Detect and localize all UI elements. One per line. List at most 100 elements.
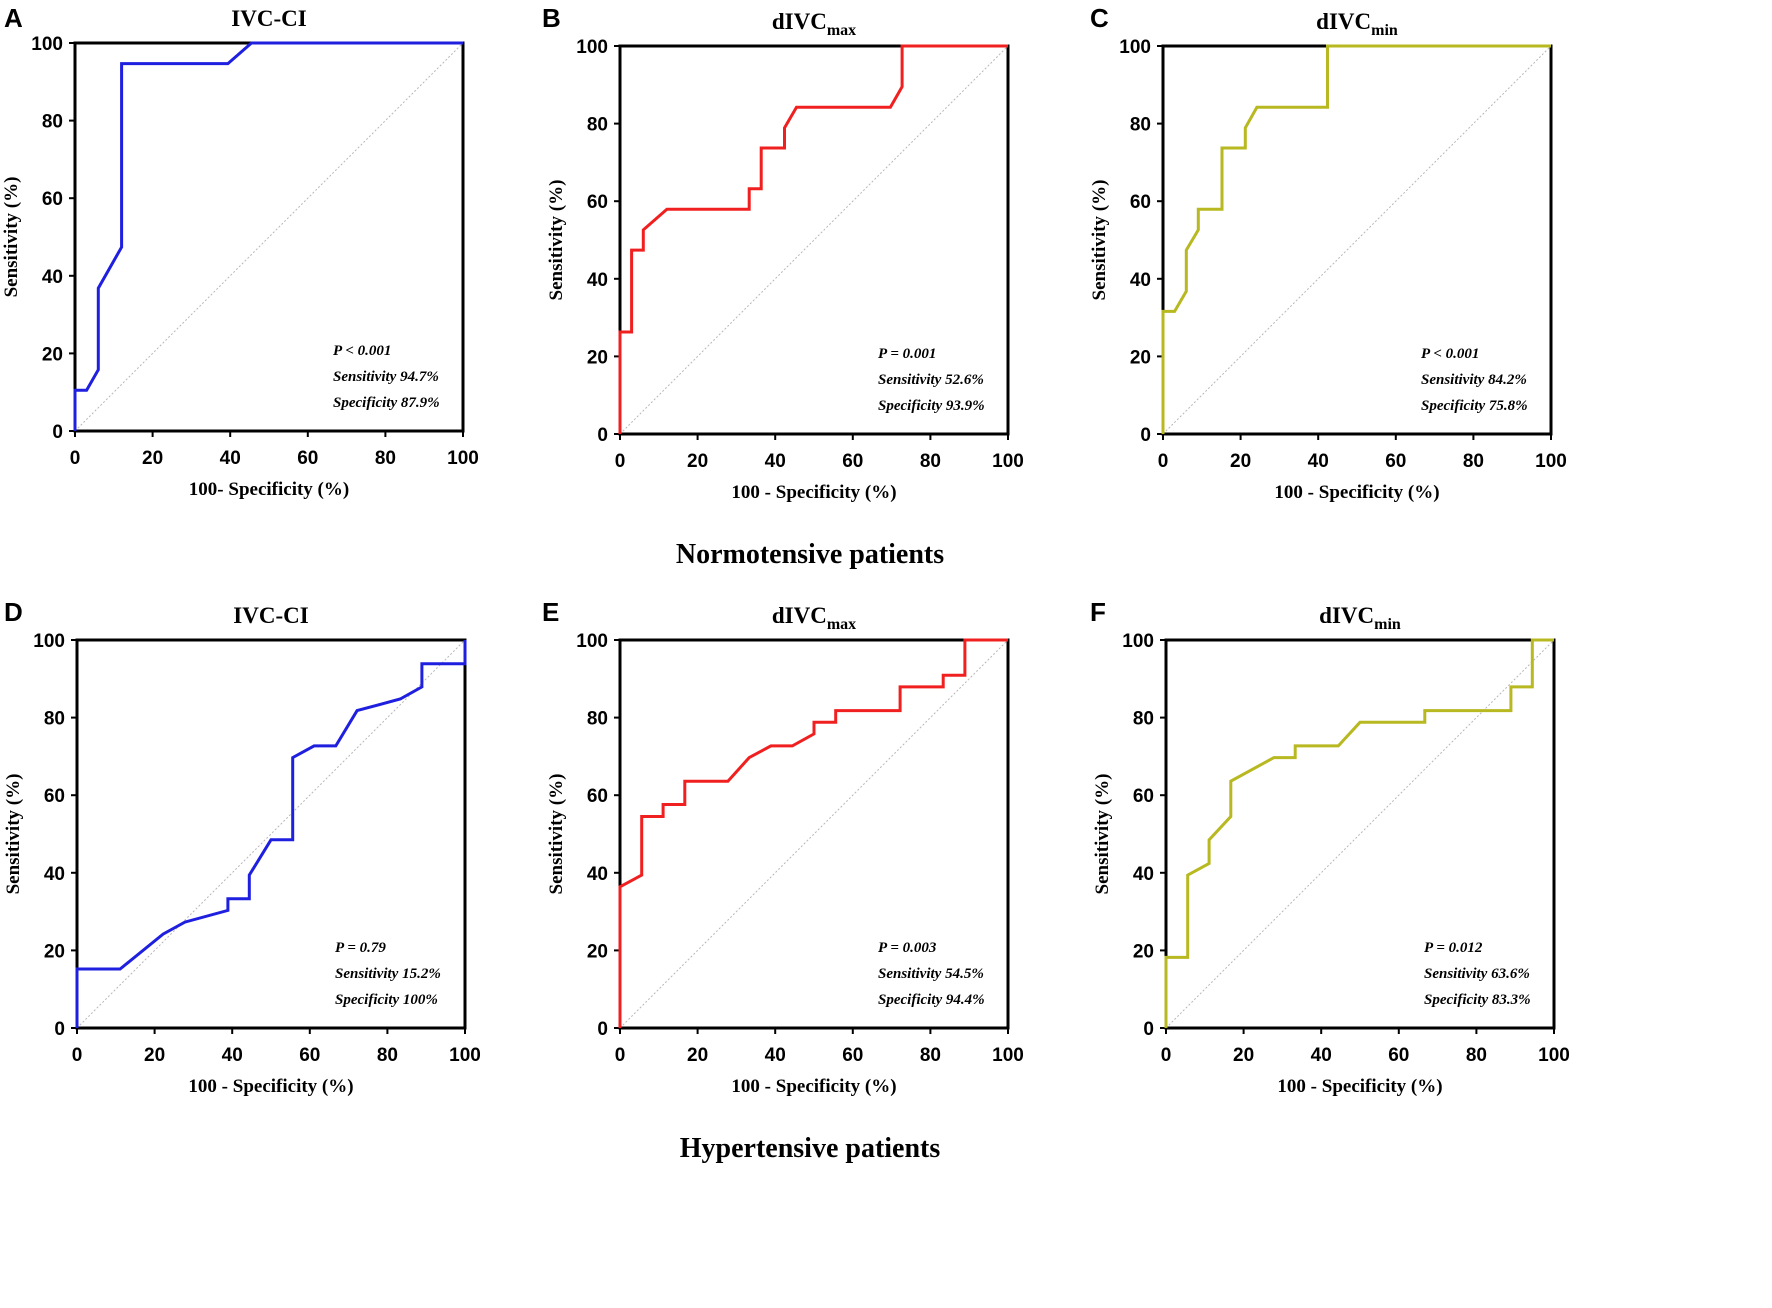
x-tick-label: 0: [615, 1045, 626, 1066]
x-tick-label: 40: [1311, 1045, 1332, 1066]
y-tick-label: 100: [1122, 631, 1154, 652]
p-value-text: P = 0.012: [1424, 940, 1483, 956]
y-tick-label: 100: [576, 37, 608, 58]
x-tick-label: 0: [72, 1045, 83, 1066]
y-tick-label: 40: [1130, 270, 1151, 291]
x-tick-label: 0: [615, 451, 626, 472]
reference-diagonal: [74, 42, 464, 432]
p-value-text: P = 0.79: [335, 940, 386, 956]
roc-curve-ivc-ci: [75, 640, 467, 1028]
y-tick-label: 60: [1133, 786, 1154, 807]
x-tick-label: 20: [687, 1045, 708, 1066]
x-axis-title: 100- Specificity (%): [189, 479, 349, 500]
y-tick-label: 100: [31, 34, 63, 55]
p-value-text: P = 0.003: [878, 940, 937, 956]
plot-frame: [1164, 638, 1556, 1030]
y-tick-label: 80: [587, 709, 608, 730]
x-tick-label: 20: [687, 451, 708, 472]
group-label-hypertensive: Hypertensive patients: [680, 1133, 941, 1164]
y-tick-label: 20: [1133, 941, 1154, 962]
x-tick-label: 100: [992, 451, 1024, 472]
x-tick-label: 0: [1158, 451, 1169, 472]
y-tick-label: 80: [42, 112, 63, 133]
y-tick-label: 60: [587, 786, 608, 807]
roc-curve-divcmax: [618, 638, 1008, 1028]
specificity-text: Specificity 100%: [335, 992, 438, 1008]
y-tick-label: 40: [44, 864, 65, 885]
y-tick-label: 40: [42, 267, 63, 288]
reference-diagonal: [76, 639, 466, 1029]
y-tick-label: 40: [587, 864, 608, 885]
y-tick-label: 0: [1143, 1019, 1154, 1040]
x-tick-label: 40: [765, 1045, 786, 1066]
y-tick-label: 60: [42, 189, 63, 210]
x-tick-label: 60: [299, 1045, 320, 1066]
reference-diagonal: [619, 45, 1009, 435]
y-tick-label: 40: [1133, 864, 1154, 885]
specificity-text: Specificity 75.8%: [1421, 398, 1528, 414]
plot-frame: [618, 638, 1010, 1030]
sensitivity-text: Sensitivity 84.2%: [1421, 372, 1527, 388]
y-tick-label: 0: [597, 425, 608, 446]
p-value-text: P = 0.001: [878, 346, 936, 362]
x-axis-title: 100 - Specificity (%): [731, 1076, 896, 1097]
y-tick-label: 20: [587, 347, 608, 368]
x-tick-label: 20: [1233, 1045, 1254, 1066]
x-tick-label: 80: [1463, 451, 1484, 472]
sensitivity-text: Sensitivity 54.5%: [878, 966, 984, 982]
y-tick-label: 20: [587, 941, 608, 962]
specificity-text: Specificity 94.4%: [878, 992, 985, 1008]
specificity-text: Specificity 87.9%: [333, 395, 440, 411]
y-tick-label: 40: [587, 270, 608, 291]
panel-letter: D: [4, 597, 23, 627]
x-tick-label: 40: [222, 1045, 243, 1066]
y-tick-label: 0: [52, 422, 63, 443]
y-tick-label: 0: [54, 1019, 65, 1040]
y-axis-title: Sensitivity (%): [1089, 180, 1110, 301]
panel-letter: F: [1090, 597, 1106, 627]
reference-diagonal: [1165, 639, 1555, 1029]
x-tick-label: 40: [220, 448, 241, 469]
group-label-normotensive: Normotensive patients: [676, 539, 944, 570]
y-tick-label: 60: [587, 192, 608, 213]
x-tick-label: 60: [1385, 451, 1406, 472]
y-axis-title: Sensitivity (%): [546, 774, 567, 895]
y-axis-title: Sensitivity (%): [1092, 774, 1113, 895]
x-tick-label: 100: [449, 1045, 481, 1066]
y-tick-label: 60: [44, 786, 65, 807]
reference-diagonal: [619, 639, 1009, 1029]
y-axis-title: Sensitivity (%): [546, 180, 567, 301]
x-tick-label: 20: [1230, 451, 1251, 472]
roc-panel-d: D IVC-CI 0 20 40 60 80 100 0 20 40 60 80 100 100 - Spe…: [3, 597, 481, 1097]
panel-title: IVC-CI: [233, 603, 308, 628]
x-tick-label: 60: [842, 451, 863, 472]
y-tick-label: 80: [44, 709, 65, 730]
y-tick-label: 100: [33, 631, 65, 652]
plot-frame: [618, 44, 1010, 436]
y-tick-label: 80: [587, 115, 608, 136]
panel-letter: B: [542, 3, 561, 33]
x-axis-title: 100 - Specificity (%): [1274, 482, 1439, 503]
x-tick-label: 80: [920, 1045, 941, 1066]
roc-curve-ivc-ci: [73, 41, 463, 431]
p-value-text: P < 0.001: [333, 343, 391, 359]
x-tick-label: 100: [1538, 1045, 1570, 1066]
x-tick-label: 60: [297, 448, 318, 469]
panel-letter: A: [4, 3, 23, 33]
panel-title: dIVCmin: [1319, 603, 1401, 633]
panel-title: IVC-CI: [231, 6, 306, 31]
y-tick-label: 60: [1130, 192, 1151, 213]
x-tick-label: 80: [377, 1045, 398, 1066]
x-tick-label: 100: [992, 1045, 1024, 1066]
sensitivity-text: Sensitivity 52.6%: [878, 372, 984, 388]
y-tick-label: 100: [1119, 37, 1151, 58]
panel-title: dIVCmin: [1316, 9, 1398, 39]
p-value-text: P < 0.001: [1421, 346, 1479, 362]
x-axis-title: 100 - Specificity (%): [1277, 1076, 1442, 1097]
y-tick-label: 80: [1130, 115, 1151, 136]
reference-diagonal: [1162, 45, 1552, 435]
x-tick-label: 40: [765, 451, 786, 472]
